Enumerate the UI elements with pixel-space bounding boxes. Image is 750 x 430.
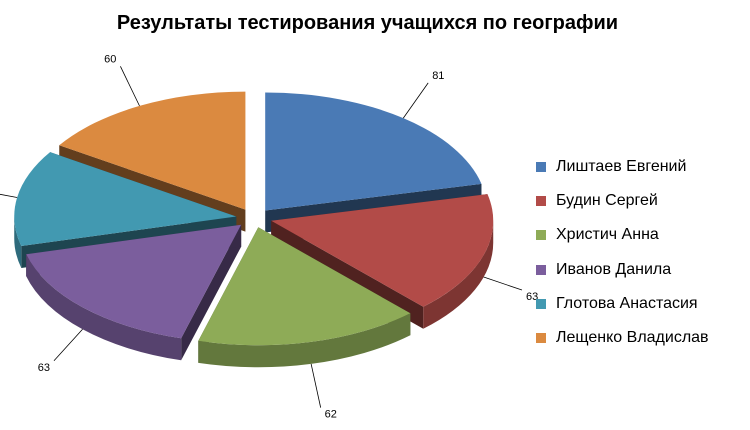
legend: Лиштаев Евгений Будин Сергей Христич Анна И… xyxy=(536,150,709,355)
data-label: 63 xyxy=(38,362,50,374)
leader-line xyxy=(120,66,140,107)
legend-swatch xyxy=(536,196,546,207)
leader-line xyxy=(310,363,322,408)
legend-swatch xyxy=(536,298,546,309)
slice-top xyxy=(271,194,494,307)
data-label: 63 xyxy=(526,291,538,303)
legend-label: Лиштаев Евгений xyxy=(556,158,687,176)
legend-label: Иванов Данила xyxy=(556,260,672,278)
chart-title: Результаты тестирования учащихся по геог… xyxy=(116,12,619,34)
legend-swatch xyxy=(536,230,546,241)
slice-wall xyxy=(181,224,242,361)
data-labels-group: 816362635060 xyxy=(0,53,538,421)
legend-item: Глотова Анастасия xyxy=(536,287,709,321)
legend-item: Иванов Данила xyxy=(536,253,709,287)
legend-item: Христич Анна xyxy=(536,218,709,252)
pie-slices-group xyxy=(14,91,494,368)
legend-label: Будин Сергей xyxy=(556,192,658,210)
legend-swatch xyxy=(536,162,546,173)
slice-side xyxy=(26,254,182,361)
legend-swatch xyxy=(536,333,546,344)
pie-slice xyxy=(198,227,411,368)
data-label: 60 xyxy=(104,53,116,65)
leader-line xyxy=(0,193,18,198)
leader-line xyxy=(483,276,523,291)
slice-top xyxy=(59,91,246,210)
slice-side xyxy=(198,313,411,368)
slice-top xyxy=(26,224,242,339)
slice-top xyxy=(265,92,482,211)
legend-swatch xyxy=(536,264,546,275)
legend-item: Лиштаев Евгений xyxy=(536,150,709,184)
slice-side xyxy=(423,220,494,329)
data-label: 81 xyxy=(432,70,444,82)
data-label: 62 xyxy=(325,409,337,421)
slice-top xyxy=(198,227,411,346)
legend-item: Будин Сергей xyxy=(536,184,709,218)
legend-item: Лещенко Владислав xyxy=(536,321,709,355)
legend-label: Христич Анна xyxy=(556,226,659,244)
legend-label: Лещенко Владислав xyxy=(556,329,709,347)
slice-side xyxy=(14,216,22,268)
legend-label: Глотова Анастасия xyxy=(556,294,698,312)
leader-line xyxy=(53,328,83,362)
pie-slice xyxy=(26,224,242,361)
leader-line xyxy=(402,82,429,119)
slice-top xyxy=(14,152,237,246)
